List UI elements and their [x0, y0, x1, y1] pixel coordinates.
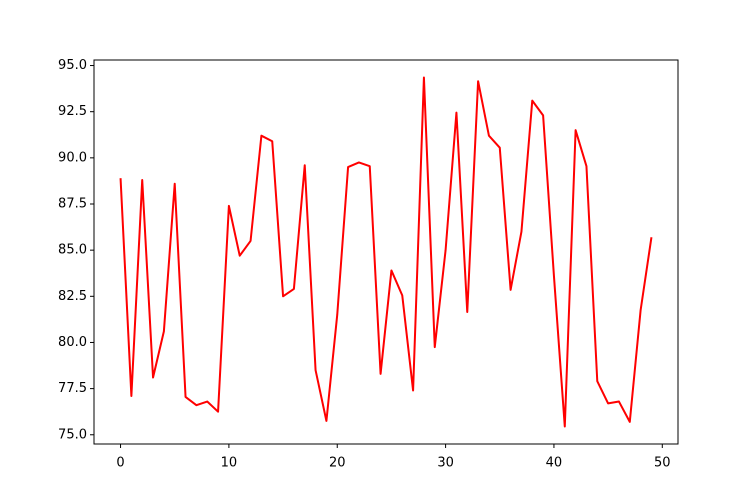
x-tick-label: 10: [221, 456, 238, 471]
x-tick-label: 40: [546, 456, 563, 471]
y-tick-label: 85.0: [58, 243, 87, 258]
x-tick-label: 20: [329, 456, 346, 471]
y-tick-label: 90.0: [58, 150, 87, 165]
x-tick-label: 50: [654, 456, 671, 471]
y-tick-label: 95.0: [58, 58, 87, 73]
data-line: [119, 76, 653, 428]
y-tick-label: 80.0: [58, 335, 87, 350]
x-tick-label: 30: [437, 456, 454, 471]
x-tick-label: 0: [116, 456, 124, 471]
plot-frame: [93, 59, 679, 445]
y-tick-label: 92.5: [58, 104, 87, 119]
y-tick-label: 87.5: [58, 197, 87, 212]
y-tick-label: 75.0: [58, 427, 87, 442]
y-tick-label: 77.5: [58, 381, 87, 396]
y-tick-label: 82.5: [58, 289, 87, 304]
